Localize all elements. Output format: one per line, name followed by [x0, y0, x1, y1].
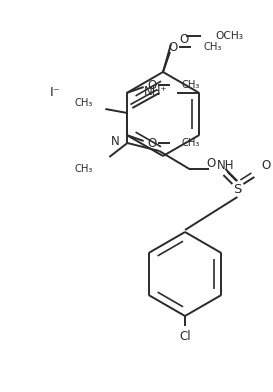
Text: S: S: [233, 183, 242, 196]
Text: CH₃: CH₃: [182, 80, 200, 90]
Text: CH₃: CH₃: [182, 138, 200, 148]
Text: CH₃: CH₃: [75, 98, 93, 108]
Text: NH⁺: NH⁺: [144, 85, 167, 98]
Text: OCH₃: OCH₃: [215, 31, 243, 41]
Text: O: O: [262, 158, 271, 172]
Text: O: O: [147, 136, 156, 149]
Text: N: N: [111, 134, 119, 147]
Text: I⁻: I⁻: [50, 85, 60, 98]
Text: NH: NH: [217, 158, 235, 172]
Text: CH₃: CH₃: [203, 42, 221, 52]
Text: O: O: [207, 156, 216, 169]
Text: O: O: [179, 33, 188, 45]
Text: Cl: Cl: [179, 330, 191, 343]
Text: O: O: [147, 78, 156, 91]
Text: O: O: [168, 40, 178, 53]
Text: CH₃: CH₃: [75, 164, 93, 174]
